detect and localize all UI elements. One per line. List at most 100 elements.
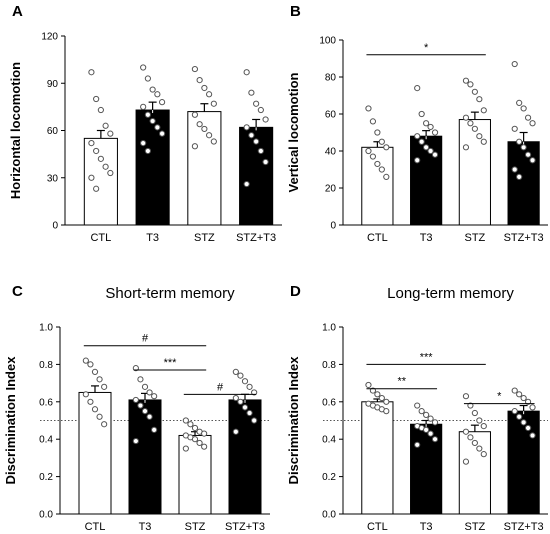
data-point (511, 60, 518, 68)
data-point (378, 166, 385, 173)
data-point (516, 99, 523, 107)
data-point (137, 376, 144, 383)
data-point (248, 89, 255, 96)
data-point (427, 123, 434, 131)
data-point (365, 381, 372, 389)
data-point (471, 409, 478, 417)
y-tick-label: 60 (47, 126, 59, 137)
data-point (462, 428, 470, 435)
data-point (187, 421, 194, 428)
data-point (520, 144, 527, 151)
y-tick-label: 1.0 (322, 323, 336, 334)
data-point (511, 166, 518, 173)
data-point (201, 84, 208, 92)
data-point (462, 144, 470, 151)
data-point (251, 389, 258, 396)
y-tick-label: 0 (52, 221, 58, 232)
data-point (257, 147, 264, 155)
data-point (241, 378, 249, 385)
data-point (418, 110, 425, 118)
bar (458, 119, 491, 226)
data-point (262, 116, 269, 123)
data-point (467, 402, 474, 409)
data-point (511, 408, 518, 415)
x-tick-label: CTL (85, 521, 106, 533)
data-point (248, 132, 255, 139)
x-tick-label: STZ+T3 (225, 521, 265, 533)
x-tick-label: STZ (194, 232, 215, 244)
data-point (251, 417, 258, 424)
panel-c: C Short-term memory Discrimination Index 0.… (3, 283, 270, 533)
data-point (480, 451, 487, 458)
panel-title: Short-term memory (105, 285, 235, 302)
panel-label: A (12, 3, 23, 20)
data-point (151, 393, 158, 400)
data-point (107, 130, 114, 137)
data-point (182, 417, 189, 424)
x-tick-label: T3 (420, 232, 433, 244)
bar (410, 135, 443, 226)
panel-d: D Long-term memory Discrimination Index 0.0… (286, 283, 548, 533)
data-point (140, 64, 147, 71)
x-tick-label: STZ+T3 (504, 521, 544, 533)
data-point (97, 106, 104, 114)
data-point (516, 173, 523, 180)
bar (361, 401, 394, 515)
data-point (132, 365, 139, 372)
data-point (511, 125, 518, 132)
data-point (418, 408, 425, 415)
data-point (201, 125, 208, 133)
data-point (88, 174, 95, 181)
data-point (246, 409, 253, 417)
data-point (369, 118, 377, 125)
data-point (97, 155, 104, 162)
data-point (149, 117, 156, 125)
data-point (467, 81, 474, 88)
data-point (232, 394, 239, 402)
data-point (476, 417, 483, 424)
y-tick-label: 0.0 (322, 510, 336, 521)
data-point (96, 413, 103, 420)
y-tick-label: 0.4 (322, 435, 336, 446)
data-point (516, 413, 523, 420)
data-point (206, 91, 213, 98)
x-tick-label: STZ+T3 (236, 232, 276, 244)
data-point (88, 140, 95, 147)
data-point (93, 147, 100, 155)
bar (135, 109, 170, 226)
x-tick-label: STZ (464, 232, 485, 244)
bar (507, 141, 540, 226)
data-point (241, 404, 249, 411)
data-point (520, 394, 527, 402)
y-tick-label: 0.0 (39, 510, 53, 521)
data-point (210, 138, 217, 145)
data-point (243, 180, 250, 188)
x-tick-label: CTL (367, 521, 388, 533)
data-point (87, 361, 94, 368)
y-axis-label: Discrimination Index (286, 356, 301, 485)
data-point (191, 111, 199, 118)
data-point (374, 129, 381, 136)
data-point (378, 138, 385, 145)
y-tick-label: 80 (325, 73, 337, 84)
data-point (431, 151, 439, 158)
data-point (414, 133, 421, 140)
data-point (365, 147, 372, 155)
bar (507, 410, 540, 515)
data-point (414, 402, 421, 409)
data-point (374, 160, 381, 168)
data-point (480, 107, 487, 114)
data-point (529, 120, 536, 127)
data-point (182, 445, 189, 452)
data-point (196, 121, 203, 128)
data-point (524, 398, 532, 405)
data-point (91, 368, 99, 375)
panel-label: D (290, 283, 301, 300)
data-point (243, 69, 250, 76)
data-point (210, 100, 217, 107)
data-point (191, 424, 199, 432)
x-tick-label: T3 (420, 521, 433, 533)
data-point (87, 398, 94, 405)
y-tick-label: 0.2 (39, 472, 53, 483)
data-point (383, 173, 390, 180)
